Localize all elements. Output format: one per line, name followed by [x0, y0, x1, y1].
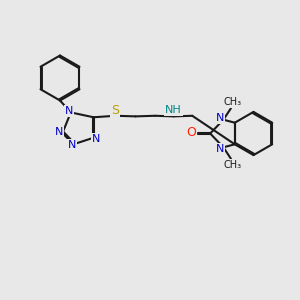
Text: NH: NH	[165, 105, 182, 116]
Text: S: S	[111, 104, 119, 117]
Text: N: N	[216, 144, 224, 154]
Text: O: O	[186, 126, 196, 140]
Text: N: N	[216, 113, 224, 123]
Text: CH₃: CH₃	[223, 160, 242, 170]
Text: CH₃: CH₃	[223, 97, 242, 107]
Text: N: N	[68, 140, 76, 150]
Text: N: N	[55, 127, 63, 137]
Text: N: N	[92, 134, 100, 144]
Text: N: N	[65, 106, 74, 116]
